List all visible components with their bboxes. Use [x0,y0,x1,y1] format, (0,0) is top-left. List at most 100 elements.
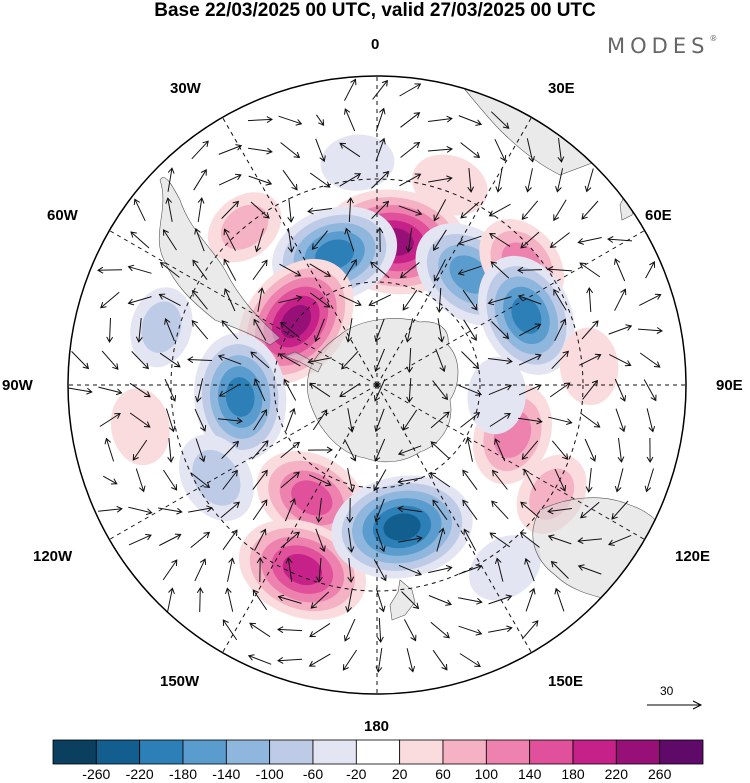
wind-arrow-143 [347,528,355,553]
wind-arrow-69 [225,587,234,612]
lon-label-60w: 60W [47,207,78,224]
wind-arrow-104 [280,531,300,549]
wind-arrow-276 [554,587,565,612]
wind-arrow-168 [399,83,422,97]
wind-arrow-285 [580,412,601,428]
wind-arrow-119 [312,409,328,431]
wind-arrow-251 [518,353,542,366]
wind-arrow-17 [129,382,151,398]
modes-logo: MODES® [607,34,717,58]
south-america-land [158,177,281,346]
wind-arrow-96 [278,295,303,304]
colorbar-swatch-8 [399,739,444,765]
colorbar-tick-6: -20 [346,766,367,782]
wind-arrow-300 [611,500,629,520]
wind-arrow-187 [406,648,416,673]
wind-arrow-254 [521,440,539,460]
meridian-150 [376,384,532,653]
wind-arrow-57 [223,228,236,251]
colorbar-swatch-13 [615,739,661,765]
wind-arrow-101 [280,441,301,458]
wind-arrow-194 [436,287,444,313]
wind-arrow-173 [405,228,413,253]
wind-arrow-130 [339,142,361,158]
colorbar-swatch-0 [52,739,97,765]
wind-arrow-293 [614,288,627,311]
wind-arrow-2 [97,266,123,274]
wind-arrow-44 [191,320,209,340]
wind-arrow-172 [398,205,423,216]
colorbar-tick-9: 100 [474,766,498,782]
wind-arrow-48 [195,438,206,463]
wind-arrow-302 [645,261,656,279]
wind-arrow-78 [253,318,267,341]
wind-arrow-0 [71,351,90,370]
wind-arrow-7 [99,412,121,427]
wind-arrow-115 [310,292,331,308]
wind-arrow-196 [435,348,446,373]
new-zealand-land [389,579,416,621]
wind-arrow-180 [397,445,422,456]
wind-arrow-18 [129,412,151,428]
wind-arrow-125 [310,591,330,609]
lon-label-180: 180 [364,718,390,735]
wind-arrow-25 [162,229,177,251]
wind-arrow-62 [218,383,241,397]
wind-arrow-56 [221,200,240,219]
wind-arrow-217 [460,412,481,428]
wind-arrow-145 [345,588,353,613]
wind-arrow-294 [608,324,633,335]
wind-arrow-22 [128,533,152,546]
wind-arrow-6 [98,386,123,396]
wind-arrow-176 [405,318,414,343]
antarctic-peninsula-land [284,351,323,373]
wind-arrow-118 [309,382,331,398]
colorbar-swatch-9 [442,739,487,765]
wind-arrow-95 [279,263,302,277]
wind-arrow-169 [400,112,421,128]
wind-arrow-76 [252,259,268,280]
wind-arrow-228 [495,168,503,193]
wind-arrow-47 [194,408,207,432]
wind-arrow-214 [463,319,477,342]
wind-arrow-279 [577,237,602,245]
wind-arrow-53 [196,587,204,613]
wind-arrow-199 [430,441,450,459]
lon-label-30w: 30W [170,80,201,97]
wind-arrow-241 [494,557,504,582]
wind-arrow-29 [159,352,181,368]
wind-arrow-224 [458,625,483,636]
map-border [67,75,687,695]
wind-arrow-98 [278,353,301,367]
wind-arrow-227 [494,138,507,162]
wind-arrow-54 [218,144,243,155]
wind-arrow-235 [488,384,512,396]
wind-arrow-43 [191,289,208,310]
colorbar-tick-8: 60 [435,766,451,782]
lon-label-0: 0 [371,36,380,53]
wind-arrow-205 [430,621,450,639]
wind-vectors [68,78,663,673]
colorbar-tick-0: -260 [82,766,111,782]
wind-arrow-26 [159,262,180,278]
colorbar-swatch-4 [225,739,271,765]
wind-arrow-204 [428,595,453,606]
wind-arrow-71 [247,116,273,124]
wind-arrow-9 [102,475,118,485]
wind-arrow-179 [402,409,418,431]
wind-arrow-134 [343,258,357,281]
wind-arrow-123 [315,528,326,553]
wind-arrow-151 [371,170,390,189]
wind-arrow-283 [579,353,602,366]
wind-arrow-171 [399,173,422,187]
wind-arrow-269 [549,382,571,398]
latitude-circle-1 [273,281,481,489]
wind-arrow-306 [643,379,657,402]
wind-arrow-36 [162,559,178,581]
wind-arrow-21 [128,506,153,516]
wind-arrow-50 [188,505,213,513]
wind-arrow-160 [374,438,386,462]
wind-arrow-245 [525,168,533,193]
lon-label-150w: 150W [160,673,200,690]
wind-arrow-231 [490,261,510,279]
